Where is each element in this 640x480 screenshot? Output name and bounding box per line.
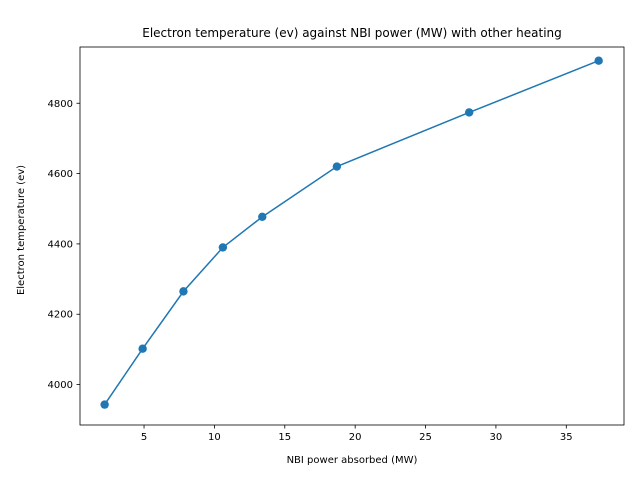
- y-tick-label: 4000: [48, 380, 73, 391]
- chart-title: Electron temperature (ev) against NBI po…: [142, 26, 562, 40]
- x-tick-label: 15: [278, 432, 291, 443]
- x-axis-ticks: 5 10 15 20 25 30 35: [141, 425, 573, 443]
- x-tick-label: 10: [208, 432, 221, 443]
- x-tick-label: 25: [419, 432, 432, 443]
- data-point: [218, 243, 228, 252]
- y-tick-label: 4800: [48, 99, 73, 110]
- series-layer: [100, 56, 603, 409]
- data-point: [332, 162, 342, 171]
- x-tick-label: 35: [560, 432, 573, 443]
- data-point: [594, 56, 603, 65]
- x-axis-label: NBI power absorbed (MW): [287, 455, 418, 466]
- x-tick-label: 30: [490, 432, 503, 443]
- x-tick-label: 20: [349, 432, 362, 443]
- y-tick-label: 4200: [48, 310, 73, 321]
- plot-frame: [79, 46, 625, 426]
- data-point: [258, 212, 267, 222]
- x-tick-label: 5: [141, 432, 147, 443]
- series-line: [104, 60, 599, 406]
- plot-area: [79, 46, 625, 426]
- y-tick-label: 4400: [48, 239, 73, 250]
- y-axis-label: Electron temperature (ev): [16, 165, 27, 295]
- data-point: [100, 400, 109, 409]
- data-point: [138, 344, 147, 353]
- data-point: [179, 287, 188, 296]
- y-axis-ticks: 4000 4200 4400 4600 4800: [48, 99, 80, 391]
- data-point: [464, 108, 474, 117]
- y-tick-label: 4600: [48, 169, 73, 180]
